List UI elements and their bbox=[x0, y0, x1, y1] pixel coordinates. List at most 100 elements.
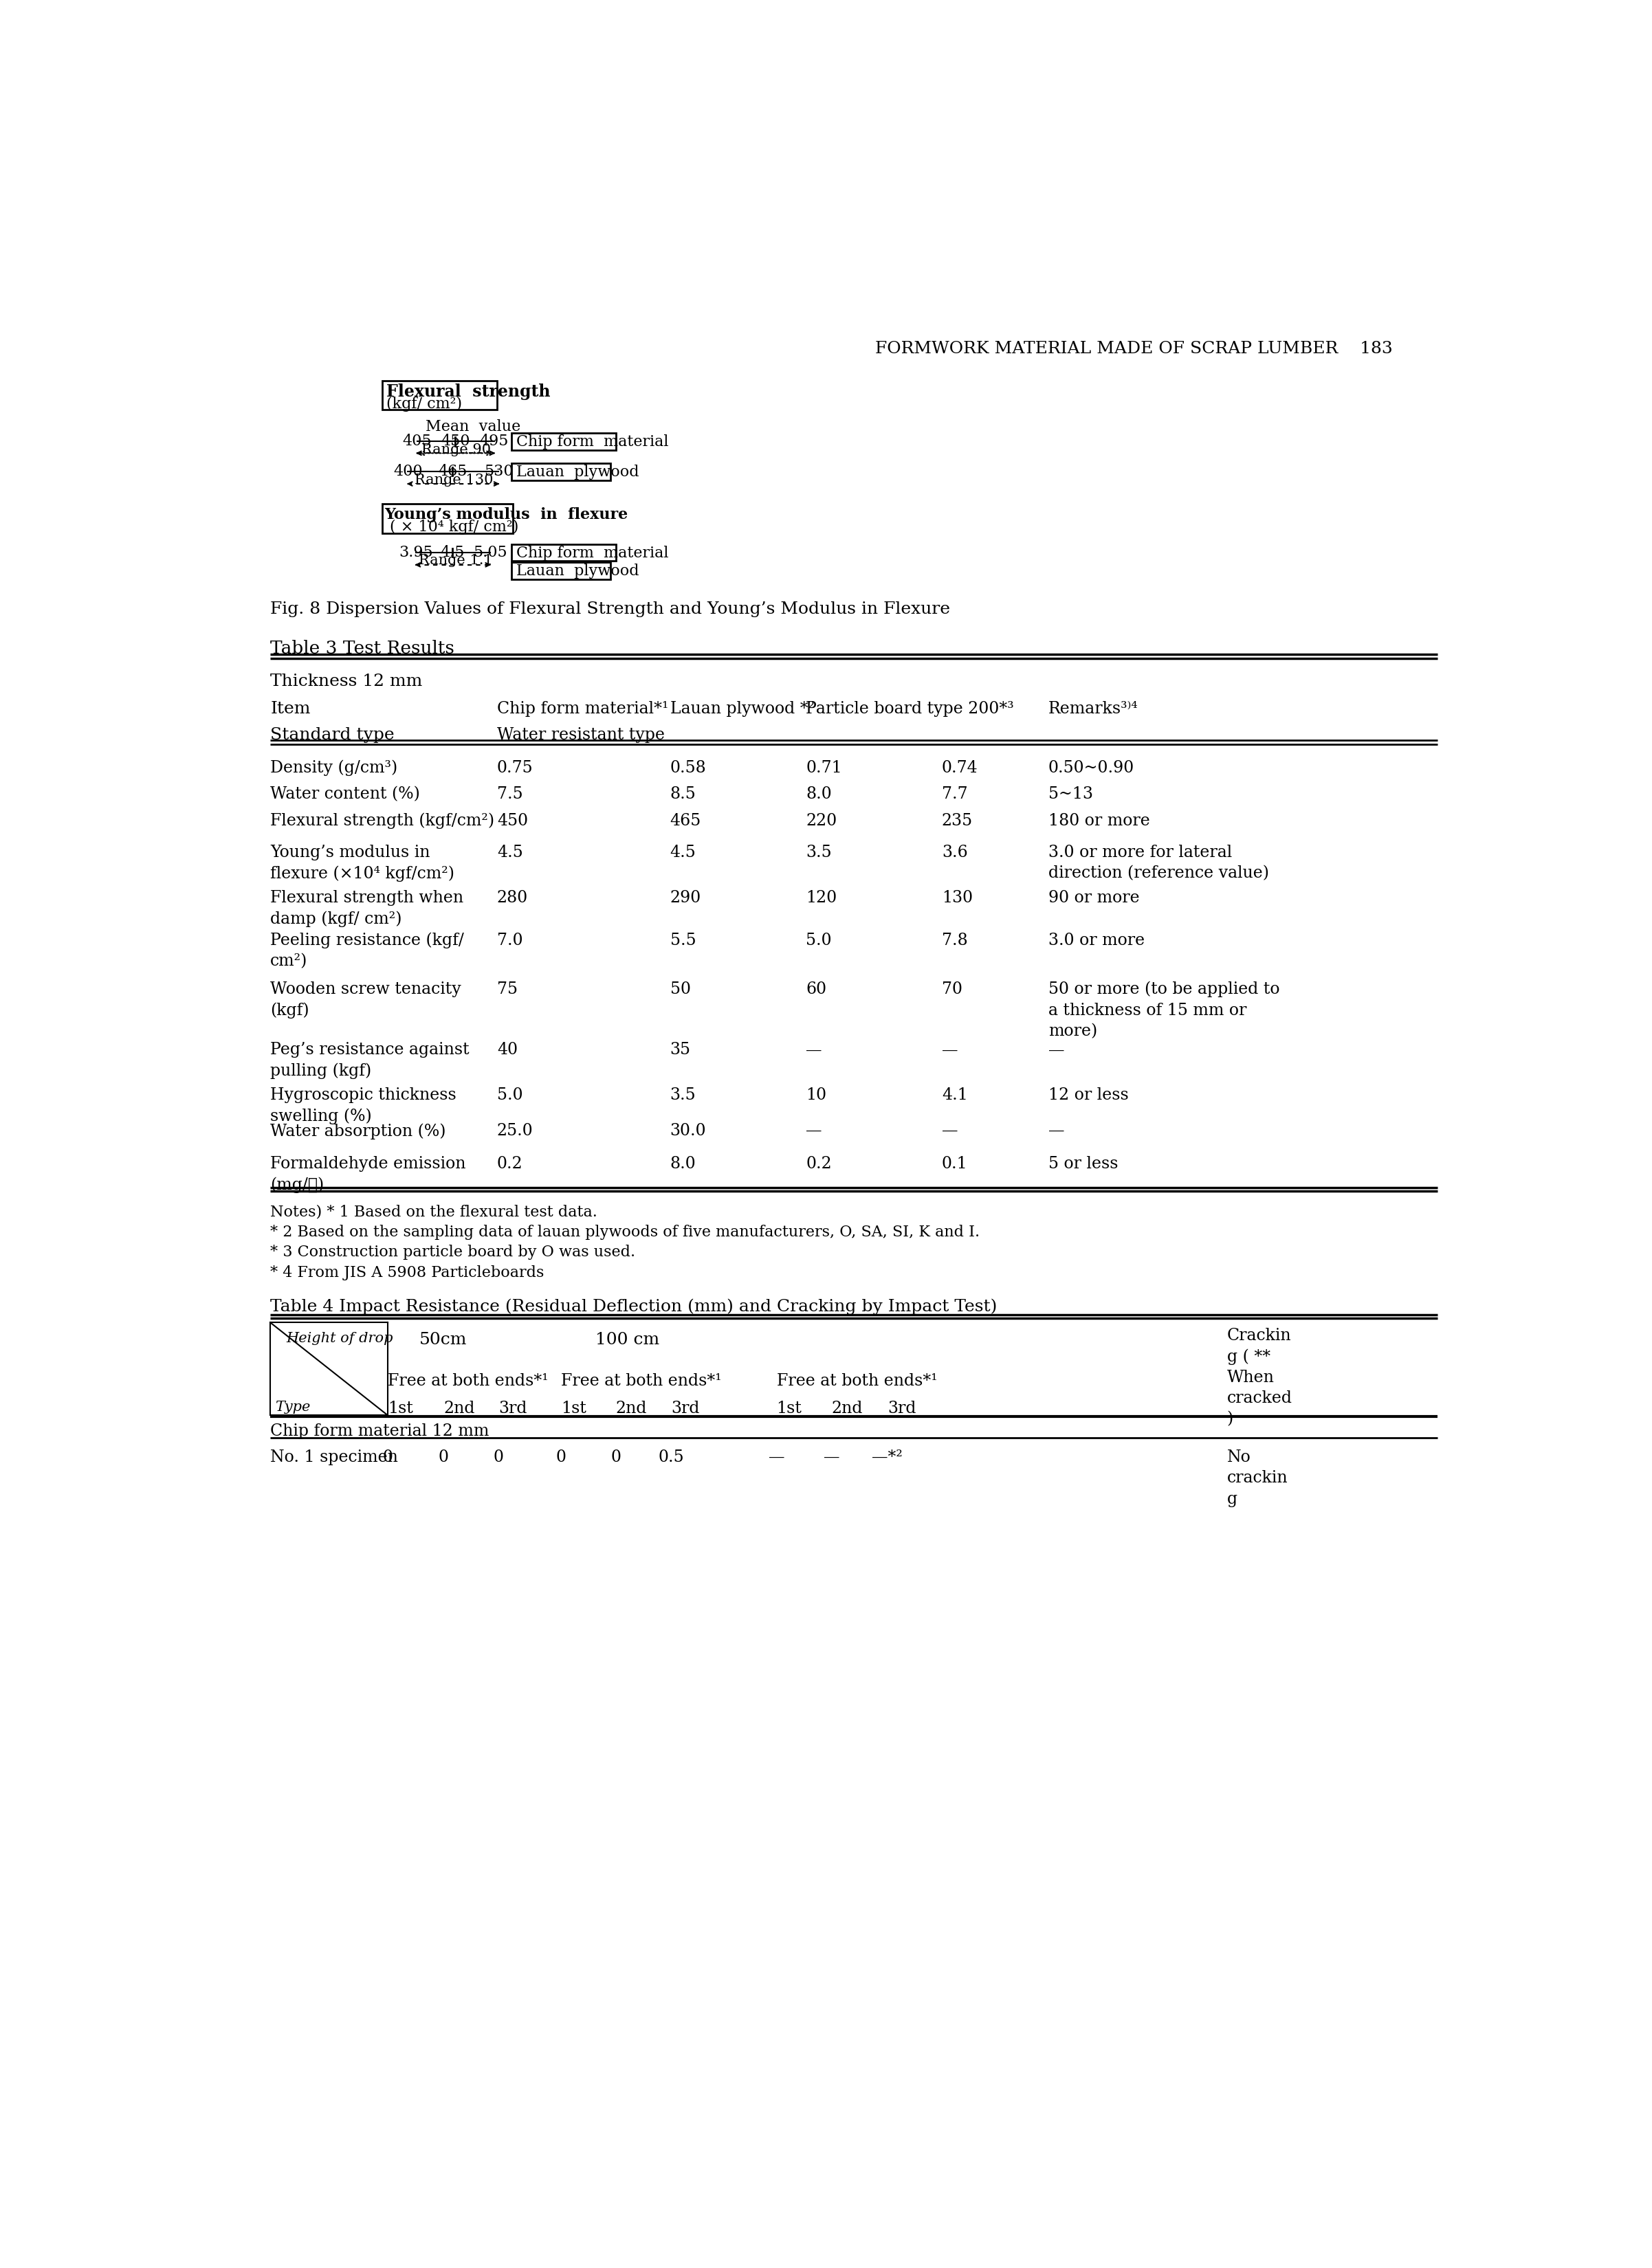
Text: 120: 120 bbox=[806, 891, 838, 907]
Text: —: — bbox=[823, 1449, 839, 1465]
Text: Table 3 Test Results: Table 3 Test Results bbox=[271, 640, 454, 658]
Text: Peg’s resistance against
pulling (kgf): Peg’s resistance against pulling (kgf) bbox=[271, 1043, 469, 1080]
Text: 3rd: 3rd bbox=[499, 1399, 527, 1415]
Bar bbox=[512, 463, 610, 481]
Text: 50cm: 50cm bbox=[420, 1331, 468, 1347]
Text: ( × 10⁴ kgf/ cm²): ( × 10⁴ kgf/ cm²) bbox=[390, 519, 519, 535]
Text: Peeling resistance (kgf/
cm²): Peeling resistance (kgf/ cm²) bbox=[271, 932, 464, 968]
Text: Lauan  plywood: Lauan plywood bbox=[515, 465, 639, 481]
Text: 495: 495 bbox=[479, 433, 509, 449]
Text: 5~13: 5~13 bbox=[1049, 787, 1094, 803]
Text: Water resistant type: Water resistant type bbox=[497, 728, 664, 744]
Text: Flexural  strength: Flexural strength bbox=[387, 383, 550, 401]
Text: 2nd: 2nd bbox=[831, 1399, 862, 1415]
Text: 290: 290 bbox=[671, 891, 700, 907]
Text: No
crackin
g: No crackin g bbox=[1227, 1449, 1287, 1506]
Text: 1st: 1st bbox=[776, 1399, 801, 1415]
Text: —*²: —*² bbox=[872, 1449, 904, 1465]
Text: 2nd: 2nd bbox=[616, 1399, 648, 1415]
Text: —: — bbox=[768, 1449, 785, 1465]
Text: 465: 465 bbox=[438, 463, 468, 479]
Bar bbox=[382, 503, 512, 533]
Text: 40: 40 bbox=[497, 1043, 517, 1057]
Text: 450: 450 bbox=[441, 433, 469, 449]
Text: Free at both ends*¹: Free at both ends*¹ bbox=[388, 1372, 548, 1388]
Text: Particle board type 200*³: Particle board type 200*³ bbox=[806, 701, 1014, 717]
Text: Notes) * 1 Based on the flexural test data.: Notes) * 1 Based on the flexural test da… bbox=[271, 1204, 598, 1220]
Text: 280: 280 bbox=[497, 891, 529, 907]
Text: 5.0: 5.0 bbox=[806, 932, 831, 948]
Text: 5.05: 5.05 bbox=[472, 544, 507, 560]
Text: 220: 220 bbox=[806, 812, 838, 828]
Text: —: — bbox=[942, 1123, 958, 1139]
Text: Water absorption (%): Water absorption (%) bbox=[271, 1123, 446, 1139]
Text: Standard type: Standard type bbox=[271, 728, 395, 744]
Text: 405: 405 bbox=[403, 433, 431, 449]
Text: Mean  value: Mean value bbox=[425, 420, 520, 435]
Text: * 2 Based on the sampling data of lauan plywoods of five manufacturers, O, SA, S: * 2 Based on the sampling data of lauan … bbox=[271, 1225, 980, 1241]
Text: 0.1: 0.1 bbox=[942, 1157, 968, 1173]
Text: FORMWORK MATERIAL MADE OF SCRAP LUMBER    183: FORMWORK MATERIAL MADE OF SCRAP LUMBER 1… bbox=[876, 340, 1393, 356]
Text: Flexural strength when
damp (kgf/ cm²): Flexural strength when damp (kgf/ cm²) bbox=[271, 891, 464, 928]
Text: Remarks³⁾⁴: Remarks³⁾⁴ bbox=[1049, 701, 1138, 717]
Text: 7.5: 7.5 bbox=[497, 787, 522, 803]
Text: 3rd: 3rd bbox=[887, 1399, 915, 1415]
Text: 4.1: 4.1 bbox=[942, 1086, 968, 1102]
Text: —: — bbox=[806, 1043, 823, 1057]
Text: Young’s modulus in
flexure (×10⁴ kgf/cm²): Young’s modulus in flexure (×10⁴ kgf/cm²… bbox=[271, 844, 454, 882]
Text: 35: 35 bbox=[671, 1043, 691, 1057]
Text: No. 1 specimen: No. 1 specimen bbox=[271, 1449, 398, 1465]
Text: —: — bbox=[806, 1123, 823, 1139]
Text: 0.5: 0.5 bbox=[657, 1449, 684, 1465]
Text: Height of drop: Height of drop bbox=[286, 1331, 393, 1345]
Text: 0.50~0.90: 0.50~0.90 bbox=[1049, 760, 1135, 776]
Text: 100 cm: 100 cm bbox=[595, 1331, 659, 1347]
Text: Range 90: Range 90 bbox=[421, 442, 491, 456]
Text: 0.2: 0.2 bbox=[806, 1157, 833, 1173]
Text: 530: 530 bbox=[484, 463, 514, 479]
Text: 70: 70 bbox=[942, 982, 963, 998]
Text: 8.5: 8.5 bbox=[671, 787, 695, 803]
Text: —: — bbox=[942, 1043, 958, 1057]
Text: 0.71: 0.71 bbox=[806, 760, 843, 776]
Text: 8.0: 8.0 bbox=[671, 1157, 695, 1173]
Text: 8.0: 8.0 bbox=[806, 787, 833, 803]
Text: Flexural strength (kgf/cm²): Flexural strength (kgf/cm²) bbox=[271, 812, 494, 830]
Text: 30.0: 30.0 bbox=[671, 1123, 705, 1139]
Text: Table 4 Impact Resistance (Residual Deflection (mm) and Cracking by Impact Test): Table 4 Impact Resistance (Residual Defl… bbox=[271, 1300, 998, 1315]
Text: 60: 60 bbox=[806, 982, 826, 998]
Text: 5.5: 5.5 bbox=[671, 932, 695, 948]
Text: Free at both ends*¹: Free at both ends*¹ bbox=[776, 1372, 937, 1388]
Text: 90 or more: 90 or more bbox=[1049, 891, 1140, 907]
Text: 3.0 or more: 3.0 or more bbox=[1049, 932, 1145, 948]
Text: —: — bbox=[1049, 1043, 1064, 1057]
Bar bbox=[512, 562, 610, 578]
Text: 10: 10 bbox=[806, 1086, 826, 1102]
Text: 0.2: 0.2 bbox=[497, 1157, 522, 1173]
Bar bbox=[512, 433, 616, 449]
Text: * 3 Construction particle board by O was used.: * 3 Construction particle board by O was… bbox=[271, 1245, 636, 1261]
Text: Item: Item bbox=[271, 701, 311, 717]
Text: 3.0 or more for lateral
direction (reference value): 3.0 or more for lateral direction (refer… bbox=[1049, 844, 1269, 882]
Text: 75: 75 bbox=[497, 982, 517, 998]
Text: 0.58: 0.58 bbox=[671, 760, 707, 776]
Text: 1st: 1st bbox=[560, 1399, 586, 1415]
Text: 130: 130 bbox=[942, 891, 973, 907]
Text: 5.0: 5.0 bbox=[497, 1086, 522, 1102]
Text: 12 or less: 12 or less bbox=[1049, 1086, 1128, 1102]
Text: 3.95: 3.95 bbox=[398, 544, 433, 560]
Text: 4.5: 4.5 bbox=[441, 544, 464, 560]
Text: 465: 465 bbox=[671, 812, 700, 828]
Text: Hygroscopic thickness
swelling (%): Hygroscopic thickness swelling (%) bbox=[271, 1086, 456, 1125]
Text: 4.5: 4.5 bbox=[497, 844, 522, 860]
Text: Formaldehyde emission
(mg/ℓ): Formaldehyde emission (mg/ℓ) bbox=[271, 1157, 466, 1193]
Bar bbox=[512, 544, 616, 560]
Text: 0: 0 bbox=[494, 1449, 504, 1465]
Text: 0.75: 0.75 bbox=[497, 760, 534, 776]
Text: (kgf/ cm²): (kgf/ cm²) bbox=[387, 397, 463, 413]
Text: 2nd: 2nd bbox=[444, 1399, 474, 1415]
Text: 25.0: 25.0 bbox=[497, 1123, 534, 1139]
Text: 3rd: 3rd bbox=[671, 1399, 700, 1415]
Text: Water content (%): Water content (%) bbox=[271, 787, 420, 803]
Text: Wooden screw tenacity
(kgf): Wooden screw tenacity (kgf) bbox=[271, 982, 461, 1018]
